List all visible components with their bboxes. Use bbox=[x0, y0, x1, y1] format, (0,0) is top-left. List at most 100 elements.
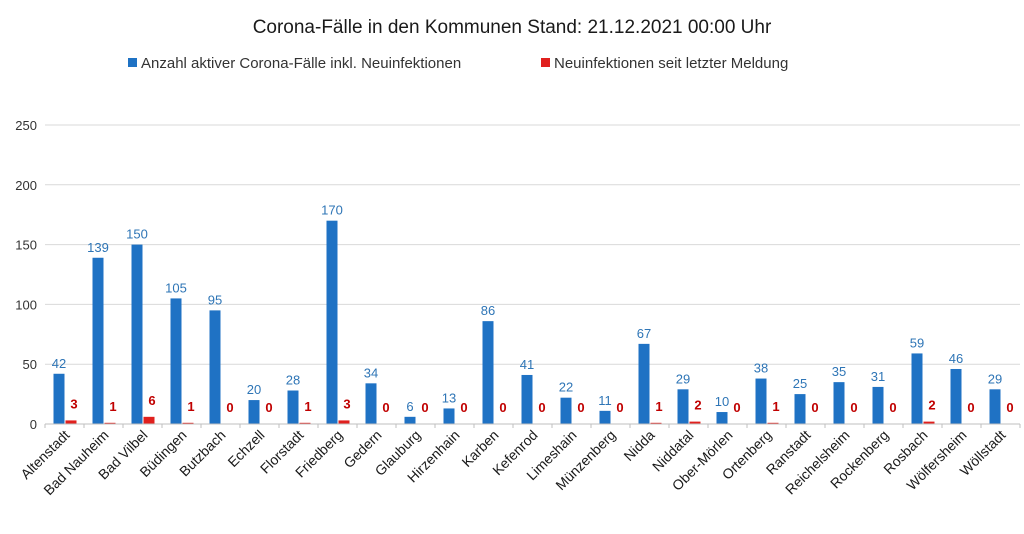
data-label-active-cases: 42 bbox=[52, 356, 66, 371]
data-label-new-infections: 0 bbox=[850, 400, 857, 415]
legend-label-active-cases: Anzahl aktiver Corona-Fälle inkl. Neuinf… bbox=[141, 55, 461, 72]
bar-active-cases bbox=[53, 373, 65, 424]
data-label-new-infections: 0 bbox=[382, 400, 389, 415]
data-label-active-cases: 6 bbox=[406, 399, 413, 414]
data-label-active-cases: 13 bbox=[442, 390, 456, 405]
data-label-new-infections: 3 bbox=[343, 396, 350, 411]
data-label-active-cases: 41 bbox=[520, 357, 534, 372]
data-label-active-cases: 10 bbox=[715, 394, 729, 409]
bar-new-infections bbox=[338, 420, 350, 424]
data-label-new-infections: 0 bbox=[1006, 400, 1013, 415]
y-tick-label: 250 bbox=[15, 118, 37, 133]
data-label-new-infections: 1 bbox=[109, 399, 116, 414]
data-label-active-cases: 29 bbox=[676, 371, 690, 386]
bar-active-cases bbox=[209, 310, 221, 424]
data-label-active-cases: 28 bbox=[286, 373, 300, 388]
data-label-new-infections: 1 bbox=[655, 399, 662, 414]
data-label-new-infections: 2 bbox=[694, 398, 701, 413]
bar-active-cases bbox=[131, 244, 143, 424]
bar-active-cases bbox=[404, 416, 416, 424]
bar-active-cases bbox=[989, 389, 1001, 424]
bar-new-infections bbox=[143, 416, 155, 424]
data-label-active-cases: 29 bbox=[988, 371, 1002, 386]
bar-active-cases bbox=[638, 343, 650, 424]
bar-active-cases bbox=[950, 368, 962, 424]
bar-active-cases bbox=[716, 412, 728, 424]
data-label-new-infections: 1 bbox=[772, 399, 779, 414]
data-label-new-infections: 1 bbox=[187, 399, 194, 414]
data-label-new-infections: 1 bbox=[304, 399, 311, 414]
gridlines bbox=[45, 124, 1020, 365]
bar-new-infections bbox=[65, 420, 77, 424]
data-label-new-infections: 0 bbox=[577, 400, 584, 415]
y-axis: 0 50 100 150 200 250 bbox=[15, 118, 37, 432]
bar-active-cases bbox=[794, 394, 806, 424]
bar-active-cases bbox=[521, 374, 533, 424]
data-label-active-cases: 46 bbox=[949, 351, 963, 366]
data-label-active-cases: 34 bbox=[364, 365, 378, 380]
bar-new-infections bbox=[299, 422, 311, 424]
data-label-new-infections: 0 bbox=[733, 400, 740, 415]
bar-active-cases bbox=[482, 321, 494, 424]
data-label-new-infections: 0 bbox=[460, 400, 467, 415]
data-label-active-cases: 150 bbox=[126, 227, 148, 242]
data-label-new-infections: 0 bbox=[421, 400, 428, 415]
bar-active-cases bbox=[560, 397, 572, 424]
legend-swatch-new-infections bbox=[541, 58, 550, 67]
data-label-active-cases: 25 bbox=[793, 376, 807, 391]
data-label-new-infections: 0 bbox=[499, 400, 506, 415]
data-label-active-cases: 86 bbox=[481, 303, 495, 318]
bar-new-infections bbox=[767, 422, 779, 424]
data-label-new-infections: 2 bbox=[928, 398, 935, 413]
x-tick-label: Nidda bbox=[620, 427, 657, 464]
data-label-active-cases: 170 bbox=[321, 203, 343, 218]
data-label-new-infections: 3 bbox=[70, 396, 77, 411]
bar-new-infections bbox=[182, 422, 194, 424]
bars bbox=[53, 220, 1001, 424]
data-label-active-cases: 35 bbox=[832, 364, 846, 379]
bar-new-infections bbox=[650, 422, 662, 424]
data-label-active-cases: 11 bbox=[598, 393, 612, 408]
y-tick-label: 150 bbox=[15, 238, 37, 253]
bar-new-infections bbox=[104, 422, 116, 424]
data-label-new-infections: 0 bbox=[889, 400, 896, 415]
bar-active-cases bbox=[170, 298, 182, 424]
data-label-new-infections: 0 bbox=[226, 400, 233, 415]
bar-active-cases bbox=[599, 410, 611, 424]
data-label-new-infections: 0 bbox=[616, 400, 623, 415]
data-label-active-cases: 22 bbox=[559, 380, 573, 395]
data-label-active-cases: 31 bbox=[871, 369, 885, 384]
data-label-new-infections: 0 bbox=[538, 400, 545, 415]
bar-active-cases bbox=[326, 220, 338, 424]
data-label-new-infections: 0 bbox=[811, 400, 818, 415]
bar-active-cases bbox=[443, 408, 455, 424]
data-label-new-infections: 0 bbox=[967, 400, 974, 415]
bar-active-cases bbox=[92, 257, 104, 424]
legend-label-new-infections: Neuinfektionen seit letzter Meldung bbox=[554, 55, 788, 72]
bar-active-cases bbox=[365, 383, 377, 424]
bar-active-cases bbox=[911, 353, 923, 424]
data-label-active-cases: 105 bbox=[165, 280, 187, 295]
y-tick-label: 100 bbox=[15, 297, 37, 312]
bar-active-cases bbox=[872, 386, 884, 424]
data-label-active-cases: 67 bbox=[637, 326, 651, 341]
data-label-new-infections: 6 bbox=[148, 393, 155, 408]
bar-active-cases bbox=[755, 378, 767, 424]
bar-active-cases bbox=[833, 382, 845, 424]
legend-swatch-active-cases bbox=[128, 58, 137, 67]
data-label-active-cases: 38 bbox=[754, 361, 768, 376]
y-tick-label: 0 bbox=[30, 417, 37, 432]
data-label-active-cases: 20 bbox=[247, 382, 261, 397]
data-label-active-cases: 139 bbox=[87, 240, 109, 255]
data-label-new-infections: 0 bbox=[265, 400, 272, 415]
bar-active-cases bbox=[248, 400, 260, 424]
data-label-active-cases: 95 bbox=[208, 292, 222, 307]
bar-new-infections bbox=[923, 421, 935, 424]
bar-active-cases bbox=[677, 389, 689, 424]
y-tick-label: 200 bbox=[15, 178, 37, 193]
bar-new-infections bbox=[689, 421, 701, 424]
